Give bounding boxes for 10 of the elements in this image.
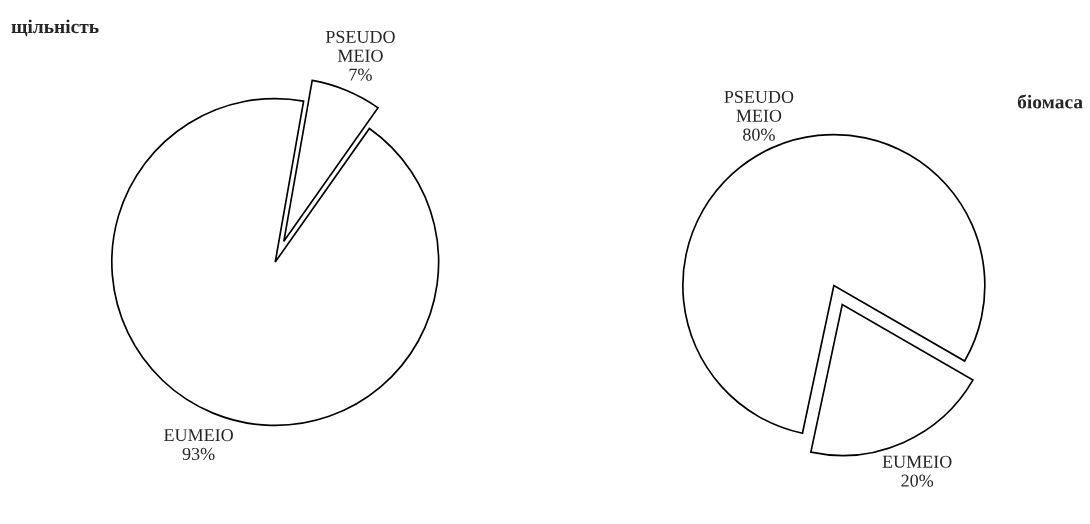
chart-title: щільність [11, 19, 99, 37]
slice-label: PSEUDO MEIO [724, 90, 794, 122]
data-label: 7% [349, 68, 372, 81]
data-label: 80% [743, 128, 775, 141]
data-label: 93% [182, 447, 215, 461]
slice-label: EUMEIO [882, 455, 952, 468]
slice-label: EUMEIO [164, 429, 233, 442]
data-label: 20% [901, 474, 934, 487]
text: біомаса [1017, 94, 1083, 109]
slice-label: PSEUDO MEIO [325, 30, 395, 62]
